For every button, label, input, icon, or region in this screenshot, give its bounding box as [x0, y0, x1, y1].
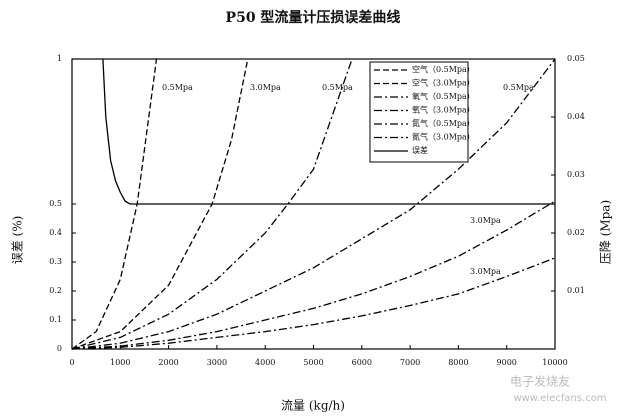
annotation: 3.0Mpa: [470, 267, 501, 276]
watermark: 电子发烧友: [510, 374, 570, 389]
annotation: 0.5Mpa: [322, 83, 353, 92]
y-tick-label: 0.4: [49, 228, 62, 237]
series-line: [71, 58, 353, 350]
legend-label: 空气（0.5Mpa）: [412, 64, 475, 74]
watermark: www.elecfans.com: [513, 393, 606, 404]
legend-label: 空气（3.0Mpa）: [412, 78, 475, 88]
y2-tick-label: 0.01: [567, 286, 585, 295]
x-tick-label: 6000: [352, 358, 372, 367]
y-tick-label: 0: [57, 344, 62, 353]
y-tick-label: 1: [57, 54, 62, 63]
y-axis-label: 误差 (%): [11, 216, 25, 265]
y2-tick-label: 0.05: [567, 54, 585, 63]
x-tick-label: 10000: [542, 358, 567, 367]
series-line: [102, 58, 555, 205]
y-tick-label: 0.5: [49, 199, 62, 208]
series-line: [71, 58, 556, 350]
x-tick-label: 4000: [255, 358, 275, 367]
series-line: [71, 257, 556, 350]
x-tick-label: 7000: [400, 358, 420, 367]
legend-label: 氧气（0.5Mpa）: [412, 91, 475, 101]
series-line: [71, 200, 556, 350]
x-axis-label: 流量 (kg/h): [281, 399, 345, 413]
annotation: 3.0Mpa: [250, 83, 281, 92]
annotation: 0.5Mpa: [503, 83, 534, 92]
x-tick-label: 1000: [110, 358, 130, 367]
y2-tick-label: 0.02: [567, 228, 585, 237]
y-tick-label: 0.1: [49, 315, 62, 324]
y2-tick-label: 0.03: [567, 170, 585, 179]
y2-axis-label: 压降 (Mpa): [599, 200, 613, 264]
annotation: 0.5Mpa: [162, 83, 193, 92]
y-tick-label: 0.2: [49, 286, 62, 295]
legend-label: 氮气（3.0Mpa）: [412, 132, 475, 142]
x-tick-label: 5000: [303, 358, 323, 367]
y2-tick-label: 0.04: [567, 112, 585, 121]
legend-label: 氮气（0.5Mpa）: [412, 118, 475, 128]
x-tick-label: 0: [69, 358, 74, 367]
x-tick-label: 8000: [448, 358, 468, 367]
chart-title: P50 型流量计压损误差曲线: [226, 9, 401, 26]
legend-label: 误差: [412, 145, 428, 155]
x-tick-label: 9000: [497, 358, 517, 367]
x-tick-label: 3000: [207, 358, 227, 367]
legend-label: 氧气（3.0Mpa）: [412, 105, 475, 115]
legend-box: [369, 61, 469, 163]
annotation: 3.0Mpa: [470, 216, 501, 225]
x-tick-label: 2000: [158, 358, 178, 367]
series-line: [71, 58, 249, 350]
y-tick-label: 0.3: [49, 257, 62, 266]
series-line: [71, 58, 158, 350]
